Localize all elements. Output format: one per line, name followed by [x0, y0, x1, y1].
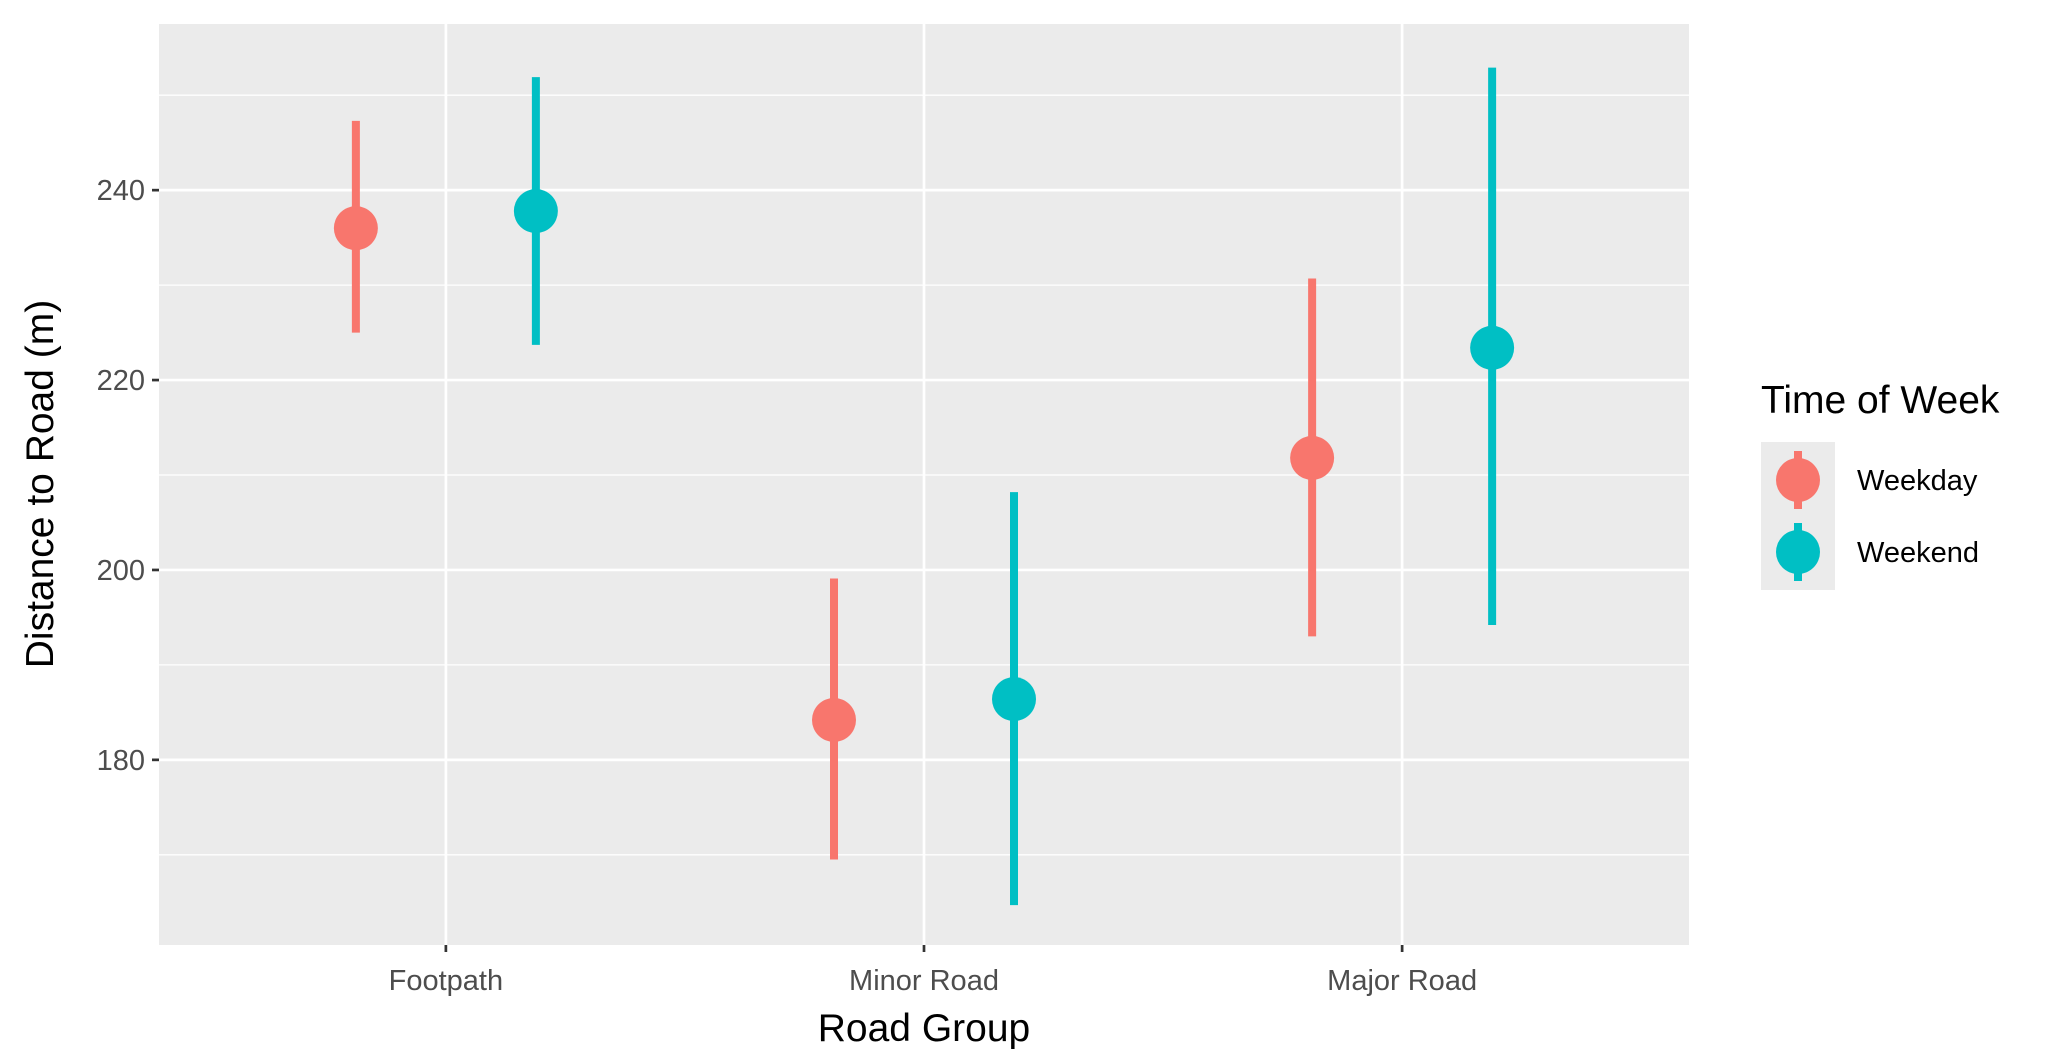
- legend-key-point: [1776, 458, 1820, 502]
- data-point: [1290, 435, 1335, 480]
- data-point: [513, 189, 558, 234]
- legend-label: Weekday: [1857, 465, 1978, 497]
- y-tick-label: 180: [97, 745, 145, 777]
- x-axis: Footpath Minor Road Major Road: [389, 945, 1477, 997]
- data-marks: [333, 67, 1515, 906]
- legend: Time of Week Weekday Weekend: [1761, 379, 2000, 590]
- y-tick-label: 240: [97, 175, 145, 207]
- x-axis-title: Road Group: [818, 1007, 1030, 1050]
- y-tick-label: 200: [97, 555, 145, 587]
- x-tick-label: Minor Road: [849, 965, 999, 997]
- data-point: [812, 697, 856, 742]
- x-tick-label: Major Road: [1327, 965, 1477, 997]
- legend-label: Weekend: [1857, 537, 1979, 569]
- legend-title: Time of Week: [1761, 379, 2000, 422]
- data-point: [1470, 325, 1515, 370]
- y-axis-title: Distance to Road (m): [19, 300, 62, 668]
- x-tick-label: Footpath: [389, 965, 503, 997]
- legend-key-point: [1776, 530, 1820, 574]
- y-tick-label: 220: [97, 365, 145, 397]
- data-point: [333, 206, 378, 251]
- data-point: [992, 677, 1036, 722]
- grid-major: [159, 24, 1689, 945]
- y-axis: 180 200 220 240: [97, 175, 159, 777]
